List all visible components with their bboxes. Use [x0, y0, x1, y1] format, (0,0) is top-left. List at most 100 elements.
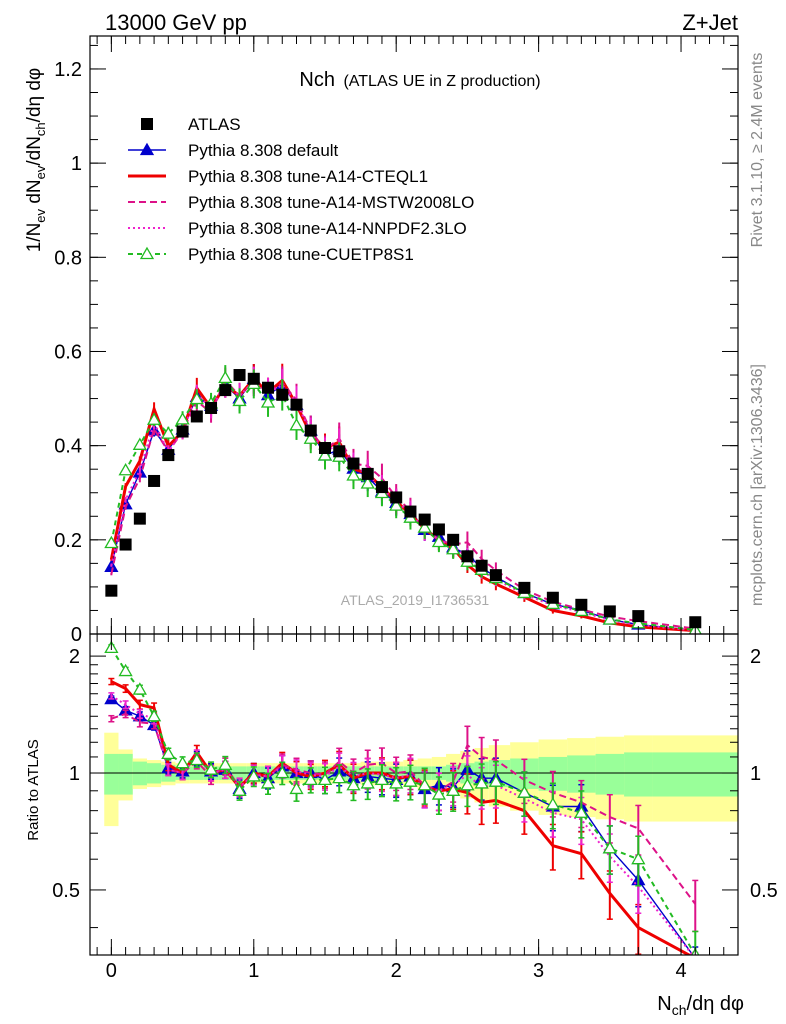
ratio-point [303, 772, 318, 786]
x-tick-label: 4 [675, 960, 686, 982]
legend-label-1: Pythia 8.308 tune-A14-CTEQL1 [188, 167, 428, 186]
legend-entry-atlas: ATLAS [141, 115, 241, 134]
atlas-point [461, 550, 474, 563]
x-tick-label: 1 [248, 960, 259, 982]
ratio-point [218, 757, 233, 770]
legend-label-3: Pythia 8.308 tune-A14-NNPDF2.3LO [188, 219, 467, 238]
ratio-tick-label-right: 2 [750, 646, 761, 668]
legend-marker-4 [139, 246, 155, 260]
legend-entry-0: Pythia 8.308 default [128, 141, 339, 160]
main-point [260, 395, 276, 408]
ratio-point [246, 769, 261, 782]
atlas-point [361, 467, 374, 480]
ratio-point [146, 708, 162, 722]
analysis-watermark: ATLAS_2019_I1736531 [341, 592, 490, 608]
ratio-point [132, 682, 147, 695]
main-frame: 0 0.2 0.4 0.6 0.8 1 1.2 [54, 35, 739, 646]
y-tick-label: 0.2 [54, 530, 82, 552]
ratio-point [602, 840, 617, 854]
legend: ATLAS Pythia 8.308 default Pythia 8.308 tu… [128, 115, 474, 264]
atlas-point [318, 442, 331, 455]
ratio-point [360, 776, 375, 789]
atlas-point [432, 523, 445, 536]
main-line-2 [110, 378, 696, 630]
y-tick-label: 0.4 [54, 436, 82, 458]
title-sub: (ATLAS UE in Z production) [343, 73, 540, 90]
main-point [189, 391, 204, 405]
atlas-point [333, 445, 346, 458]
ratio-point [517, 785, 532, 798]
ratio-point [275, 765, 290, 779]
band-inner [104, 753, 119, 795]
ratio-tick-label-right: 1 [750, 763, 761, 785]
ratio-point [417, 777, 432, 791]
main-point [317, 448, 333, 461]
atlas-point [375, 481, 388, 494]
atlas-point [546, 591, 559, 604]
main-point [389, 498, 404, 511]
atlas-point [575, 598, 588, 611]
atlas-point [304, 424, 317, 437]
ratio-point [389, 776, 404, 789]
x-tick-label: 0 [106, 960, 117, 982]
ratio-y-axis-label: Ratio to ATLAS [25, 739, 42, 840]
atlas-point [119, 538, 132, 551]
ratio-frame: 0 1 2 3 4 0.5 0.5 1 1 2 2 [52, 633, 778, 982]
x-axis-label: Nch/dη dφ [657, 993, 744, 1018]
y-tick-label: 1 [71, 153, 82, 175]
ratio-point [232, 783, 247, 796]
atlas-point [133, 512, 146, 525]
main-point [218, 370, 233, 384]
chart-title: Nch (ATLAS UE in Z production) [299, 69, 540, 91]
rivet-label: Rivet 3.1.10, ≥ 2.4M events [749, 53, 766, 248]
atlas-point [390, 491, 403, 504]
atlas-point [105, 584, 118, 597]
legend-label-atlas: ATLAS [188, 115, 241, 134]
ratio-tick-label-right: 0.5 [750, 880, 778, 902]
y-tick-label: 0.6 [54, 341, 82, 363]
atlas-point [518, 581, 531, 594]
main-line-4 [110, 375, 696, 631]
atlas-point [447, 533, 460, 546]
legend-entry-2: Pythia 8.308 tune-A14-MSTW2008LO [128, 193, 474, 212]
ratio-point [488, 774, 504, 787]
ratio-point [175, 755, 190, 769]
main-series-group [104, 363, 702, 634]
main-point [346, 468, 361, 481]
ratio-point [161, 746, 176, 760]
ratio-point [574, 805, 589, 818]
ratio-point [431, 787, 447, 800]
ratio-point [631, 851, 646, 865]
main-point [360, 476, 375, 489]
ratio-point [446, 783, 461, 796]
atlas-point [418, 513, 431, 526]
ratio-point [118, 663, 133, 677]
ratio-point [346, 777, 361, 791]
main-point [132, 437, 147, 450]
atlas-point [247, 372, 260, 385]
legend-label-4: Pythia 8.308 tune-CUETP8S1 [188, 245, 414, 264]
ratio-point [203, 762, 219, 775]
x-tick-label: 2 [391, 960, 402, 982]
main-point [104, 535, 119, 549]
band-inner [624, 752, 653, 797]
y-axis-label: 1/Nev dNev/dNch/dη dφ [24, 68, 48, 253]
atlas-point [205, 401, 218, 414]
atlas-point [162, 449, 175, 462]
band-inner [652, 752, 738, 797]
ratio-series-group [104, 640, 700, 955]
ratio-point [332, 770, 347, 784]
ratio-tick-label: 2 [69, 646, 80, 668]
main-point [602, 612, 617, 625]
y-tick-label: 0.8 [54, 247, 82, 269]
ratio-point [317, 772, 333, 786]
main-point [118, 462, 133, 476]
main-point [446, 541, 461, 555]
legend-entry-3: Pythia 8.308 tune-A14-NNPDF2.3LO [128, 219, 467, 238]
atlas-point [190, 410, 203, 423]
atlas-point [689, 616, 702, 629]
main-point [232, 393, 247, 407]
legend-entry-1: Pythia 8.308 tune-A14-CTEQL1 [128, 167, 428, 186]
band-inner [118, 753, 133, 795]
